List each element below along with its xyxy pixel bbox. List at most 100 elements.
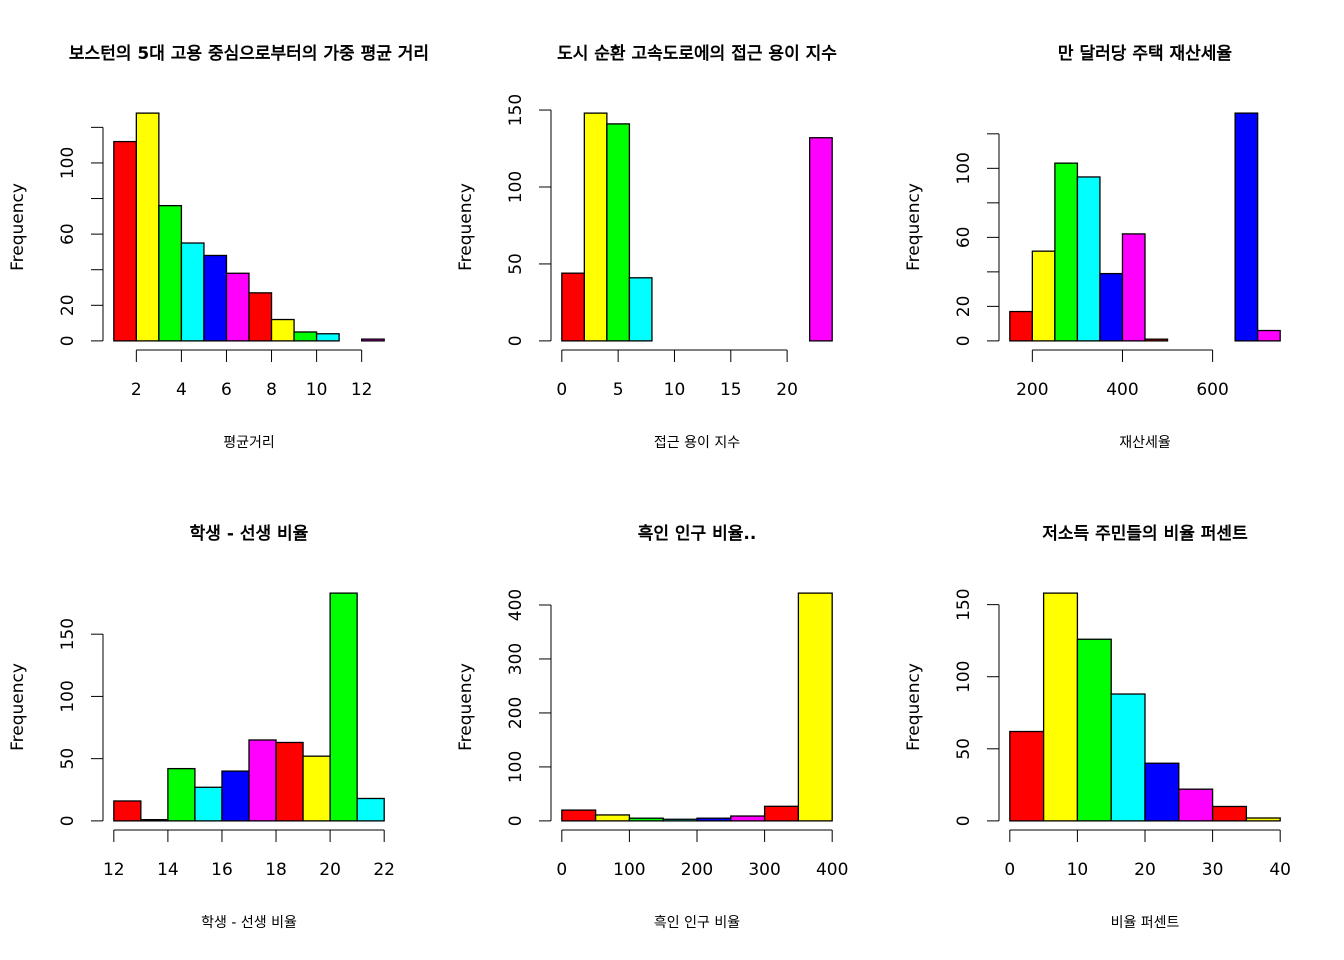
bar xyxy=(1257,329,1281,342)
x-tick-label: 0 xyxy=(1004,860,1015,880)
y-tick-label: 0 xyxy=(506,335,526,346)
bar xyxy=(113,800,142,822)
bar xyxy=(203,254,228,342)
bar xyxy=(248,739,277,822)
x-tick-label: 400 xyxy=(816,860,848,880)
x-tick-label: 6 xyxy=(221,380,232,400)
y-tick-label: 150 xyxy=(506,94,526,126)
y-axis-label: Frequency xyxy=(904,183,924,271)
x-tick-label: 4 xyxy=(176,380,187,400)
bar xyxy=(1144,762,1180,822)
y-tick-label: 50 xyxy=(506,253,526,275)
y-tick-label: 400 xyxy=(506,589,526,621)
x-tick-label: 16 xyxy=(211,860,233,880)
x-tick-label: 2 xyxy=(131,380,142,400)
y-tick-label: 20 xyxy=(58,294,78,316)
x-tick-label: 0 xyxy=(556,380,567,400)
chart-title: 학생 - 선생 비율 xyxy=(190,524,309,544)
title-group: 저소득 주민들의 비율 퍼센트 xyxy=(1042,524,1248,544)
bar xyxy=(270,318,295,342)
bar xyxy=(1110,693,1146,822)
x-axis-label: 흑인 인구 비율 xyxy=(654,914,740,931)
y-tick-label: 100 xyxy=(954,660,974,692)
x-tick-label: 600 xyxy=(1196,380,1228,400)
x-tick-label: 10 xyxy=(664,380,686,400)
bar xyxy=(561,272,585,342)
y-tick-label: 200 xyxy=(506,697,526,729)
title-group: 만 달러당 주택 재산세율 xyxy=(1058,43,1233,64)
x-axis-label: 접근 용이 지수 xyxy=(654,435,740,451)
y-axis-label: Frequency xyxy=(456,663,476,751)
y-tick-label: 0 xyxy=(954,335,974,346)
bar xyxy=(763,805,800,822)
x-tick-label: 22 xyxy=(373,860,395,880)
chart-title: 보스턴의 5대 고용 중심으로부터의 가중 평균 거리 xyxy=(69,44,429,64)
title-group: 도시 순환 고속도로에의 접근 용이 지수 xyxy=(557,44,837,64)
x-tick-label: 12 xyxy=(103,860,125,880)
bar xyxy=(1121,233,1146,342)
x-tick-label: 8 xyxy=(266,380,277,400)
y-tick-label: 100 xyxy=(954,152,974,184)
chart-title: 저소득 주민들의 비율 퍼센트 xyxy=(1042,524,1248,544)
chart-title: 흑인 인구 비율.. xyxy=(638,523,757,544)
x-tick-label: 18 xyxy=(265,860,287,880)
x-tick-label: 40 xyxy=(1269,860,1291,880)
y-tick-label: 100 xyxy=(58,147,78,179)
x-axis-label: 재산세율 xyxy=(1119,435,1171,451)
title-group: 학생 - 선생 비율 xyxy=(190,524,309,544)
x-tick-label: 10 xyxy=(1067,860,1089,880)
bar xyxy=(315,333,340,342)
x-axis-label: 비율 퍼센트 xyxy=(1111,915,1180,931)
bar xyxy=(1031,250,1056,342)
x-tick-label: 12 xyxy=(351,380,373,400)
bar xyxy=(194,786,223,822)
bar xyxy=(1054,162,1079,342)
bar xyxy=(135,112,160,342)
x-axis-label: 학생 - 선생 비율 xyxy=(201,915,297,931)
y-axis-label: Frequency xyxy=(904,663,924,751)
bar xyxy=(356,797,385,822)
x-tick-label: 0 xyxy=(556,860,567,880)
bar xyxy=(275,741,304,822)
bar xyxy=(293,331,318,342)
chart-title: 도시 순환 고속도로에의 접근 용이 지수 xyxy=(557,44,837,64)
bar xyxy=(225,272,250,342)
y-tick-label: 60 xyxy=(58,223,78,245)
bar xyxy=(140,818,169,822)
y-tick-label: 100 xyxy=(506,751,526,783)
bar xyxy=(167,767,196,822)
x-tick-label: 100 xyxy=(613,860,645,880)
x-tick-label: 200 xyxy=(681,860,713,880)
bar xyxy=(1211,805,1248,822)
x-tick-label: 400 xyxy=(1106,380,1138,400)
x-tick-label: 200 xyxy=(1016,380,1048,400)
bar xyxy=(221,770,250,822)
y-axis-label: Frequency xyxy=(8,663,28,751)
bar xyxy=(662,818,698,822)
y-tick-label: 300 xyxy=(506,643,526,675)
bar xyxy=(302,755,331,822)
bar xyxy=(1009,310,1033,342)
bar xyxy=(1099,272,1124,342)
y-tick-label: 150 xyxy=(58,618,78,650)
bar xyxy=(809,137,833,342)
bar xyxy=(1009,730,1045,822)
x-tick-label: 5 xyxy=(613,380,624,400)
y-tick-label: 60 xyxy=(954,227,974,249)
y-tick-label: 0 xyxy=(506,815,526,826)
bar xyxy=(180,242,205,342)
y-tick-label: 100 xyxy=(58,680,78,712)
x-tick-label: 20 xyxy=(1134,860,1156,880)
y-tick-label: 0 xyxy=(58,815,78,826)
bar xyxy=(1042,592,1079,822)
bar xyxy=(583,112,608,342)
bar xyxy=(730,815,766,822)
x-axis-label: 평균거리 xyxy=(223,435,275,451)
y-tick-label: 150 xyxy=(954,588,974,620)
bar xyxy=(248,292,273,342)
x-tick-label: 300 xyxy=(748,860,780,880)
bar xyxy=(1178,788,1214,822)
y-tick-label: 0 xyxy=(58,335,78,346)
bar xyxy=(113,140,137,342)
